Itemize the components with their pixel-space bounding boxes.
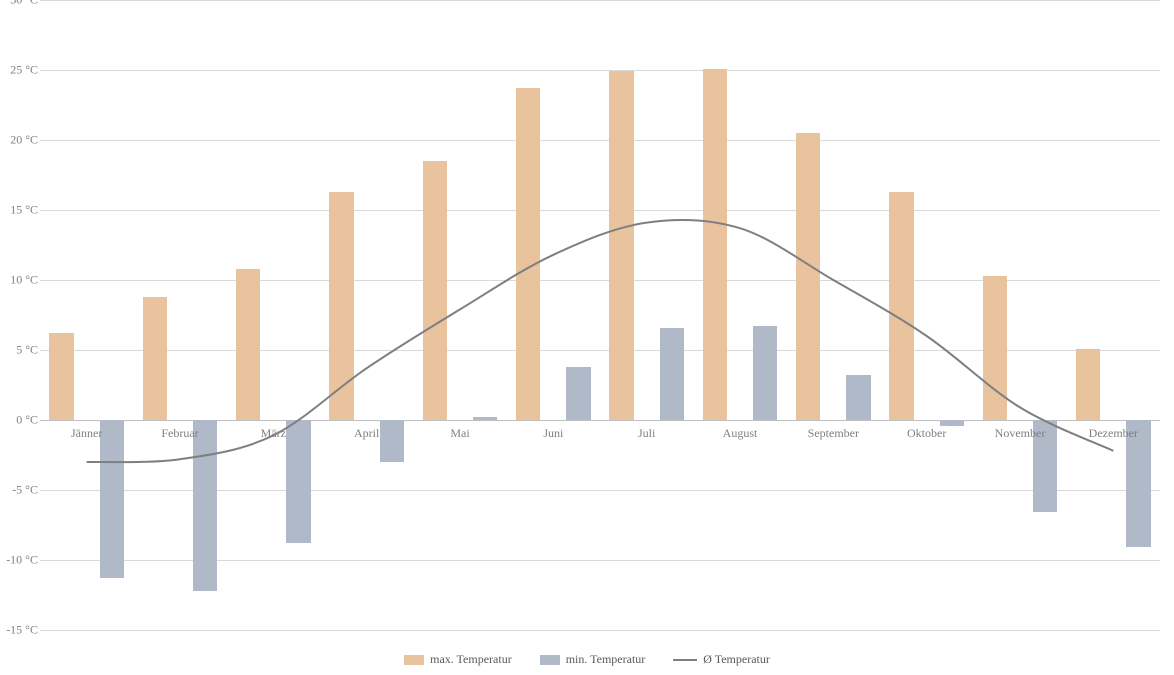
- legend: max. Temperatur min. Temperatur Ø Temper…: [0, 652, 1174, 667]
- y-tick-label: 0 °C: [16, 413, 38, 428]
- y-tick-label: 20 °C: [10, 133, 38, 148]
- y-tick-label: 5 °C: [16, 343, 38, 358]
- legend-label-max: max. Temperatur: [430, 652, 512, 667]
- y-tick-label: -15 °C: [6, 623, 38, 638]
- legend-item-avg: Ø Temperatur: [673, 652, 770, 667]
- temperature-chart: -15 °C -10 °C -5 °C 0 °C 5 °C 10 °C 15 °C 20 °C…: [0, 0, 1174, 675]
- y-tick-label: 15 °C: [10, 203, 38, 218]
- y-tick-label: 30 °C: [10, 0, 38, 8]
- legend-label-min: min. Temperatur: [566, 652, 646, 667]
- y-tick-label: -10 °C: [6, 553, 38, 568]
- legend-item-max: max. Temperatur: [404, 652, 512, 667]
- legend-line-avg: [673, 659, 697, 661]
- legend-label-avg: Ø Temperatur: [703, 652, 770, 667]
- avg-temperature-line: [87, 220, 1114, 462]
- legend-item-min: min. Temperatur: [540, 652, 646, 667]
- legend-swatch-max: [404, 655, 424, 665]
- y-tick-label: 25 °C: [10, 63, 38, 78]
- y-tick-label: 10 °C: [10, 273, 38, 288]
- legend-swatch-min: [540, 655, 560, 665]
- plot-area: -15 °C-10 °C-5 °C0 °C5 °C10 °C15 °C20 °C…: [40, 0, 1160, 630]
- gridline: [40, 630, 1160, 631]
- avg-line-layer: [40, 0, 1160, 630]
- y-tick-label: -5 °C: [12, 483, 38, 498]
